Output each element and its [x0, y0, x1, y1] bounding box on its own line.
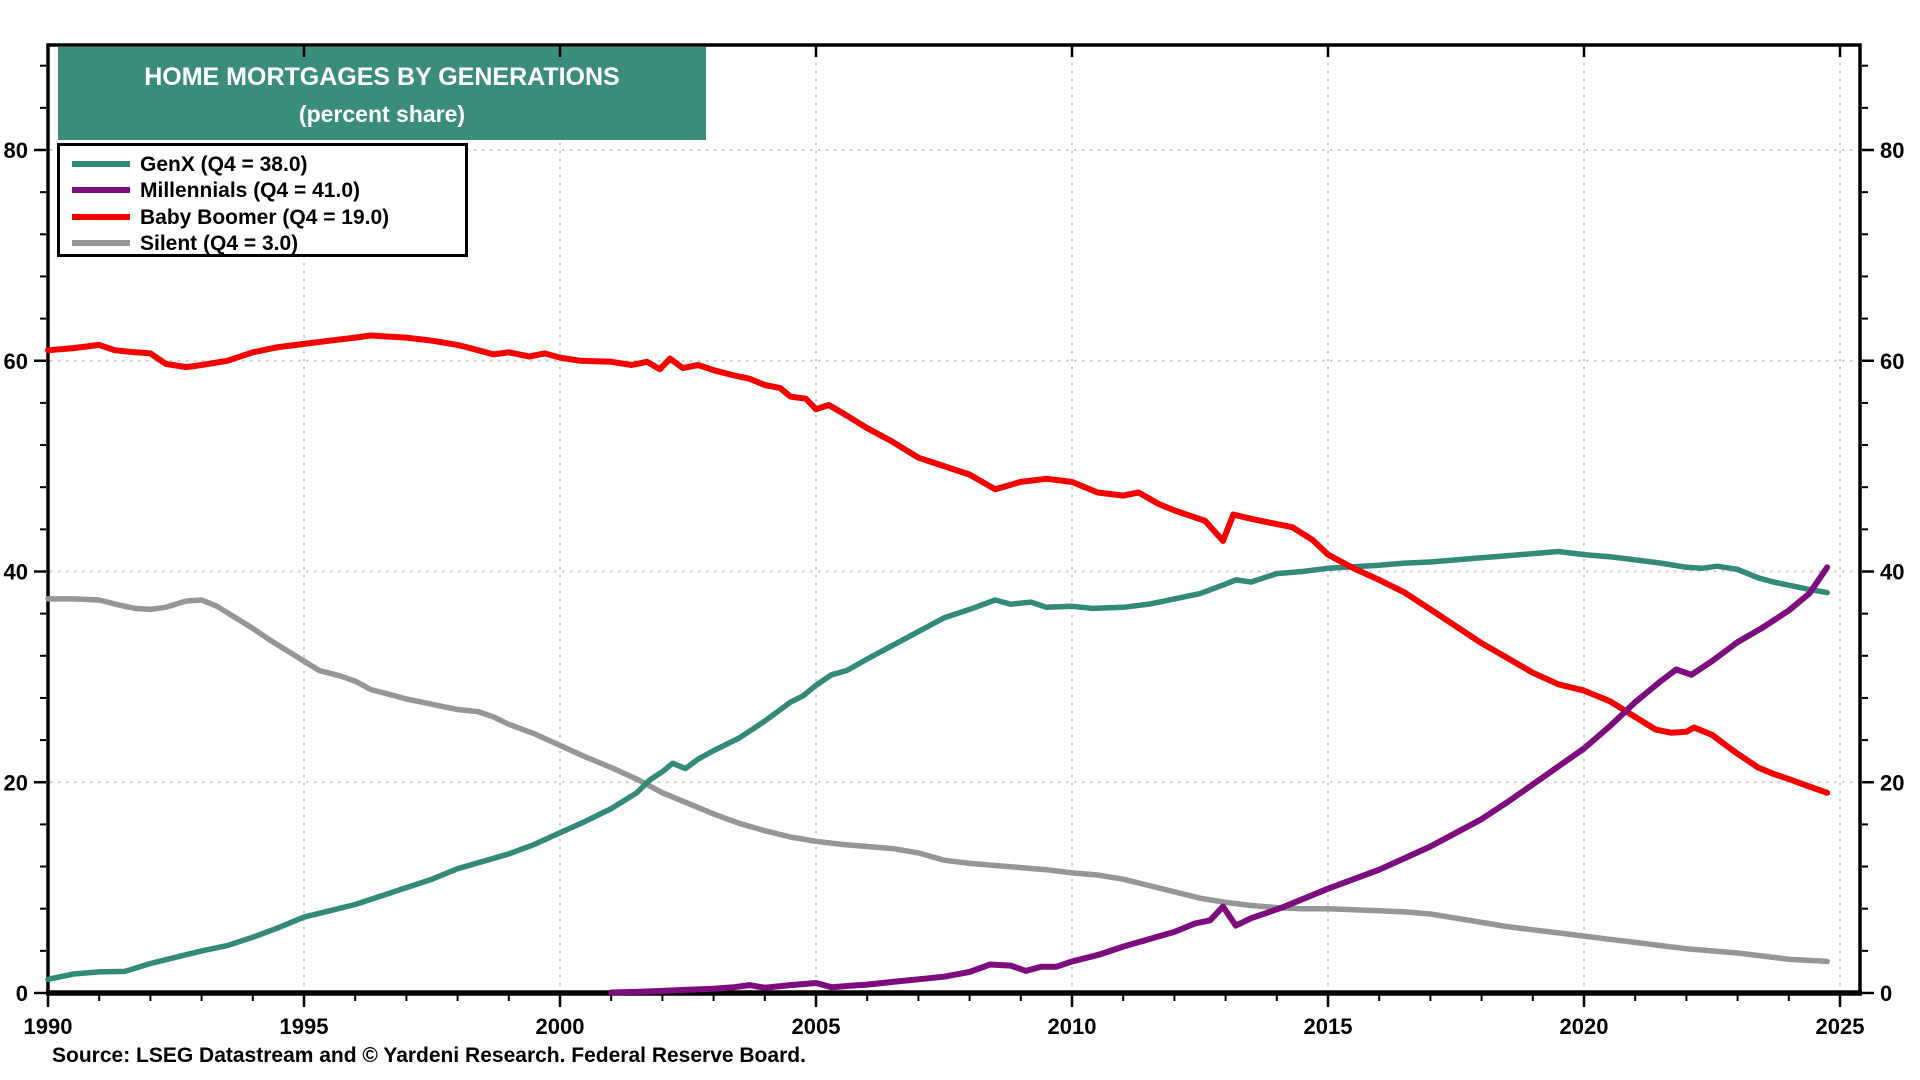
legend-label-silent: Silent (Q4 = 3.0) [140, 232, 298, 255]
y-axis-label-right-80: 80 [1880, 138, 1904, 163]
series-line-genx [45, 548, 1830, 983]
legend: GenX (Q4 = 38.0) Millennials (Q4 = 41.0)… [57, 143, 468, 257]
series-line-millennials [608, 564, 1831, 996]
x-axis-label-1990: 1990 [24, 1014, 73, 1039]
series-line-silent [45, 596, 1830, 965]
x-axis-label-2000: 2000 [536, 1014, 585, 1039]
y-axis-label-left-60: 60 [4, 349, 28, 374]
y-axis-label-right-0: 0 [1880, 981, 1892, 1006]
title-banner: HOME MORTGAGES BY GENERATIONS (percent s… [58, 47, 706, 140]
x-axis-label-2020: 2020 [1560, 1014, 1609, 1039]
y-axis-label-right-20: 20 [1880, 770, 1904, 795]
series-line-baby_boomer [45, 332, 1831, 796]
gridlines [50, 47, 1858, 991]
y-axis-label-left-20: 20 [4, 770, 28, 795]
legend-label-baby-boomer: Baby Boomer (Q4 = 19.0) [140, 206, 389, 229]
axes [34, 43, 1874, 1007]
x-axis-label-2025: 2025 [1816, 1014, 1865, 1039]
legend-label-genx: GenX (Q4 = 38.0) [140, 153, 308, 176]
y-axis-label-left-40: 40 [4, 560, 28, 585]
page-subtitle: (percent share) [299, 101, 465, 127]
x-axis-label-1995: 1995 [280, 1014, 329, 1039]
legend-label-millennials: Millennials (Q4 = 41.0) [140, 179, 360, 202]
x-axis-label-2005: 2005 [792, 1014, 841, 1039]
y-axis-label-right-60: 60 [1880, 349, 1904, 374]
page-title: HOME MORTGAGES BY GENERATIONS [144, 63, 620, 91]
y-axis-label-left-80: 80 [4, 138, 28, 163]
x-axis-label-2010: 2010 [1048, 1014, 1097, 1039]
x-axis-label-2015: 2015 [1304, 1014, 1353, 1039]
title-banner-bg [58, 47, 706, 140]
y-axis-label-right-40: 40 [1880, 560, 1904, 585]
source-text: Source: LSEG Datastream and © Yardeni Re… [52, 1044, 806, 1067]
series-lines [45, 332, 1831, 996]
y-axis-label-left-0: 0 [16, 981, 28, 1006]
